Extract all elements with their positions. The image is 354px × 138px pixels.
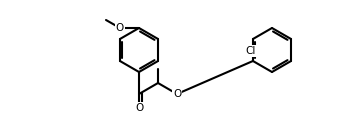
Text: Cl: Cl — [246, 46, 256, 56]
Text: O: O — [173, 89, 181, 99]
Text: O: O — [116, 23, 124, 33]
Text: O: O — [135, 103, 143, 113]
